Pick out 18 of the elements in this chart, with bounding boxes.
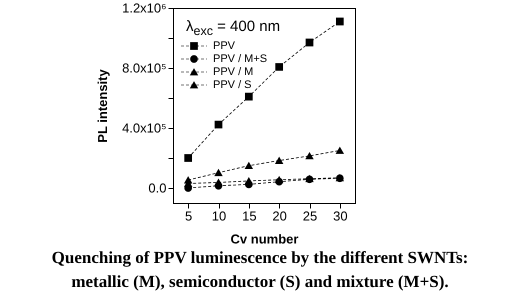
legend-label: PPV / M [213,66,254,78]
y-tick-label: 1.2x10⁶ [122,0,166,16]
x-tick-label: 5 [185,208,192,224]
x-tick-label: 25 [302,208,318,224]
annotation: λ$_{exc}$ = 400 nm [186,18,280,38]
legend-label: PPV [213,40,236,52]
text: Quenching of PPV luminescence by the different SWNTs: metallic (M), semiconductor (S) and mixture (M+S). [50,247,470,293]
x-tick-label: 30 [333,208,348,224]
y-tick-label: 8.0x10⁵ [122,60,166,76]
legend-label: PPV / M+S [213,53,268,65]
x-tick-label: 10 [212,208,226,224]
y-axis-title: PL intensity [95,68,110,143]
x-axis-title: Cv number [230,232,298,246]
y-tick-label: 4.0x10⁵ [122,120,166,136]
x-tick-label: 20 [272,208,287,224]
x-tick-label: 15 [242,208,257,224]
y-tick-label: 0.0 [148,180,166,196]
legend-label: PPV / S [213,79,252,91]
